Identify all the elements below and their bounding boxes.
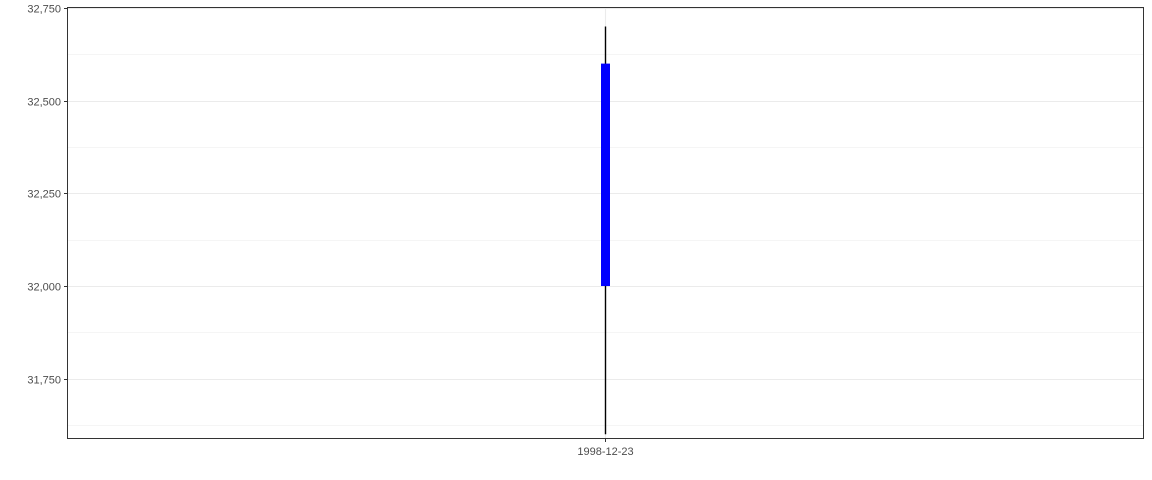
y-axis: 31,750 32,000 32,250 32,500 32,750	[27, 4, 68, 387]
y-tick-label: 32,250	[27, 189, 61, 201]
x-tick-label: 1998-12-23	[577, 446, 633, 458]
candle-body	[601, 63, 610, 287]
y-tick-label: 31,750	[27, 375, 61, 387]
y-tick-label: 32,500	[27, 97, 61, 109]
y-tick-label: 32,750	[27, 4, 61, 16]
candles	[601, 26, 610, 435]
x-axis: 1998-12-23	[577, 438, 634, 458]
y-tick-label: 32,000	[27, 282, 61, 294]
